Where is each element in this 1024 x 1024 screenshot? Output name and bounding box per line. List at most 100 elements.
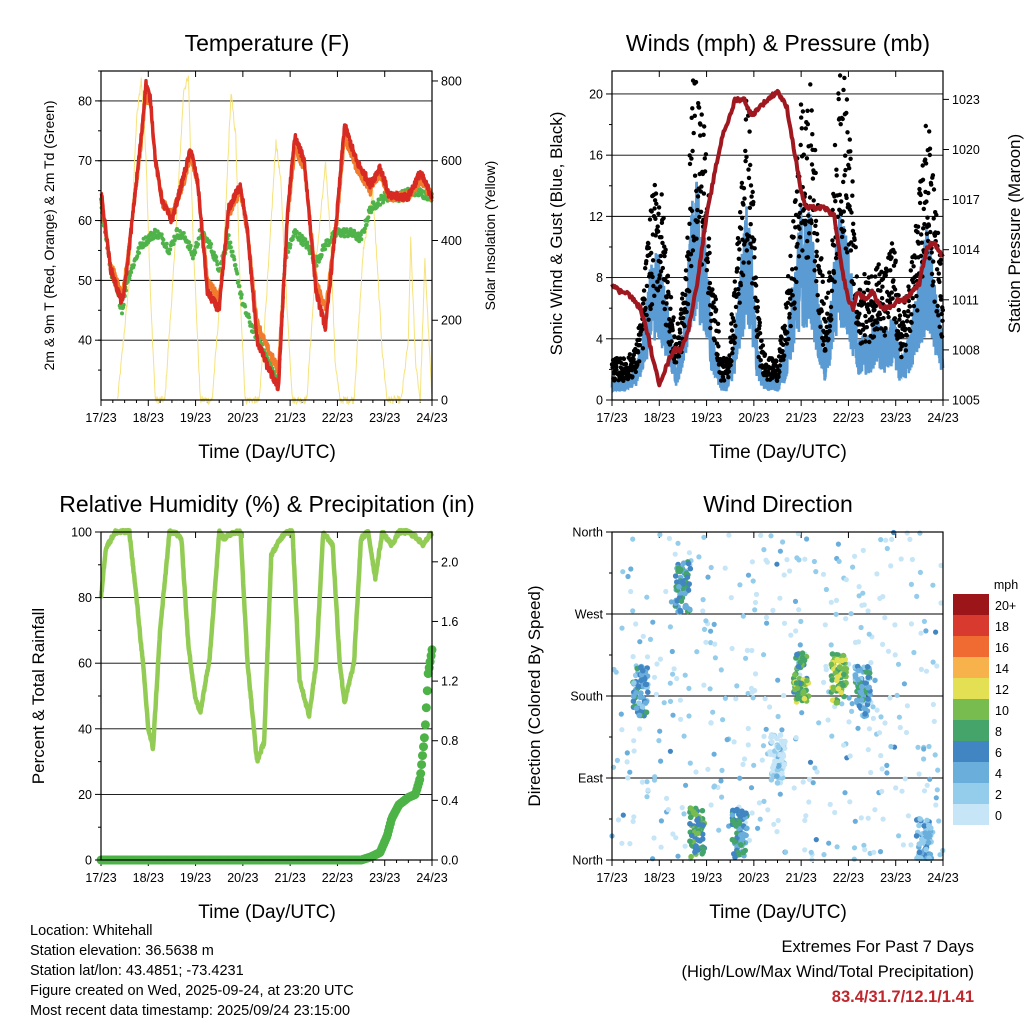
dewpoint-point	[168, 247, 173, 252]
gust-point	[827, 270, 832, 275]
direction-point	[813, 837, 819, 843]
gust-point	[808, 82, 813, 87]
gust-point	[785, 330, 790, 335]
gust-point	[788, 323, 793, 329]
gust-point	[642, 297, 647, 302]
y-axis-label: Sonic Wind & Gust (Blue, Black)	[547, 112, 566, 356]
gust-point	[705, 256, 710, 261]
gust-point	[776, 374, 781, 380]
precip-point	[421, 703, 431, 713]
direction-point	[880, 641, 886, 648]
direction-point	[765, 807, 771, 813]
gust-point	[858, 330, 863, 335]
gust-point	[755, 305, 760, 310]
direction-point	[680, 560, 687, 566]
dewpoint-point	[237, 284, 242, 289]
direction-point	[878, 753, 884, 759]
gust-point	[908, 328, 913, 334]
chart-title: Winds (mph) & Pressure (mb)	[626, 30, 930, 56]
chart-title: Wind Direction	[703, 491, 853, 517]
gust-point	[851, 231, 857, 237]
gust-point	[891, 263, 897, 268]
direction-point	[672, 573, 679, 579]
gust-point	[677, 330, 683, 335]
gust-point	[738, 283, 743, 288]
gust-point	[747, 129, 752, 134]
direction-point	[830, 684, 837, 691]
direction-point	[630, 698, 637, 704]
legend-swatch	[953, 657, 989, 678]
direction-point	[781, 692, 787, 699]
direction-point	[874, 571, 880, 577]
direction-point	[687, 821, 693, 827]
direction-point	[806, 776, 813, 783]
extremes-summary: Extremes For Past 7 Days (High/Low/Max W…	[681, 935, 974, 1010]
direction-point	[793, 735, 799, 741]
gust-point	[803, 218, 808, 223]
gust-point	[793, 266, 798, 271]
gust-point	[704, 268, 709, 273]
gust-point	[814, 279, 819, 284]
gust-point	[649, 250, 654, 256]
gust-point	[929, 250, 934, 255]
gust-point	[915, 224, 921, 229]
direction-point	[933, 802, 939, 808]
dewpoint-point	[268, 360, 273, 365]
x-tick-label: 20/23	[738, 871, 769, 885]
gust-point	[618, 356, 623, 361]
direction-point	[701, 682, 707, 688]
gust-point	[732, 279, 737, 284]
direction-point	[663, 588, 669, 595]
y-tick-label: 80	[78, 591, 92, 605]
gust-point	[840, 116, 845, 122]
gust-point	[834, 173, 839, 178]
gust-point	[745, 237, 750, 242]
direction-point	[884, 770, 890, 776]
dewpoint-point	[342, 234, 347, 239]
gust-point	[936, 313, 941, 318]
dewpoint-point	[190, 256, 195, 261]
gust-point	[872, 307, 877, 313]
gust-point	[925, 215, 930, 220]
gust-point	[850, 193, 855, 198]
gust-point	[652, 198, 658, 203]
direction-point	[892, 652, 898, 658]
gust-point	[659, 235, 664, 240]
direction-point	[821, 679, 827, 686]
legend-label: 10	[995, 704, 1009, 718]
direction-point	[708, 564, 714, 571]
direction-point	[644, 779, 650, 785]
direction-point	[733, 696, 739, 702]
direction-point	[724, 737, 730, 743]
gust-point	[830, 238, 835, 243]
gust-point	[843, 246, 848, 251]
gust-point	[849, 210, 854, 215]
gust-point	[656, 211, 661, 216]
dewpoint-point	[211, 250, 216, 255]
direction-point	[633, 621, 639, 627]
gust-point	[894, 320, 899, 325]
gust-point	[721, 378, 727, 383]
y-tick-label: 40	[78, 334, 92, 348]
gust-point	[728, 362, 733, 368]
gust-point	[787, 311, 792, 317]
y-tick-label: 0	[85, 854, 92, 868]
gust-point	[736, 286, 741, 292]
gust-point	[923, 157, 928, 162]
gust-point	[798, 202, 803, 208]
gust-point	[847, 137, 852, 142]
gust-point	[685, 301, 691, 307]
direction-point	[684, 574, 691, 580]
gust-point	[648, 306, 653, 312]
direction-point	[722, 565, 728, 571]
x-tick-label: 18/23	[133, 411, 164, 425]
gust-point	[635, 350, 641, 355]
direction-point	[865, 684, 871, 691]
gust-point	[715, 352, 720, 357]
dewpoint-point	[171, 242, 176, 246]
direction-point	[908, 621, 915, 627]
y-tick-label: 12	[589, 210, 603, 224]
gust-point	[666, 292, 671, 297]
gust-point	[924, 199, 929, 204]
